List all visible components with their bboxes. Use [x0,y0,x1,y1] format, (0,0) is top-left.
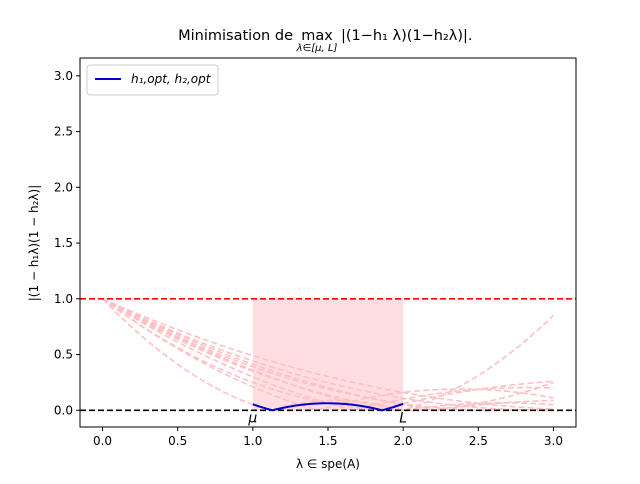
y-tick-label-5: 2.5 [54,125,73,139]
x-tick-label-3: 1.5 [318,434,337,448]
trial-curve-7 [101,298,555,412]
mu-label: μ [247,410,257,426]
x-tick-label-2: 1.0 [243,434,262,448]
y-axis-label: |(1 − h₁λ)(1 − h₂λ)| [27,185,41,301]
plot-frame [79,57,577,428]
shaded-region-layer [252,298,404,411]
trial-curve-6 [102,298,554,412]
trial-curve-2 [102,298,554,411]
optimal-curve [252,402,404,412]
x-tick-label-5: 2.5 [469,434,488,448]
y-tick-label-4: 2.0 [54,180,73,194]
legend-entry-optimal: h₁,opt, h₂,opt [131,72,212,86]
trial-curves-layer [101,298,555,412]
x-axis-label: λ ∈ spe(A) [296,457,360,471]
y-tick-label-1: 0.5 [54,348,73,362]
reference-lines-layer [80,297,576,412]
optimal-curve-layer [252,402,404,412]
trial-curve-9 [102,298,554,412]
chart-title-subscript: λ∈[μ, L] [296,43,338,54]
shaded-region [252,298,404,411]
chart-title-max: max [301,28,333,44]
y-tick-label-6: 3.0 [54,69,73,83]
x-tick-label-0: 0.0 [93,434,112,448]
y-tick-label-2: 1.0 [54,292,73,306]
ticks-layer: 0.0 0.5 1.0 1.5 2.0 2.5 3.0 0.0 0.5 1.0 1.5 2.0 2.5 3… [54,69,563,448]
x-tick-label-6: 3.0 [544,434,563,448]
y-tick-label-3: 1.5 [54,236,73,250]
x-tick-label-1: 0.5 [168,434,187,448]
x-tick-label-4: 2.0 [394,434,413,448]
chart-title-body: |(1−h₁ λ)(1−h₂λ)|. [341,28,473,44]
legend-box [86,64,219,96]
chart-title-prefix: Minimisation de [178,28,293,44]
L-label: L [399,410,407,426]
y-tick-label-0: 0.0 [54,403,73,417]
legend: h₁,opt, h₂,opt [86,64,219,96]
trial-curve-8 [102,298,554,410]
trial-curve-5 [102,298,554,411]
